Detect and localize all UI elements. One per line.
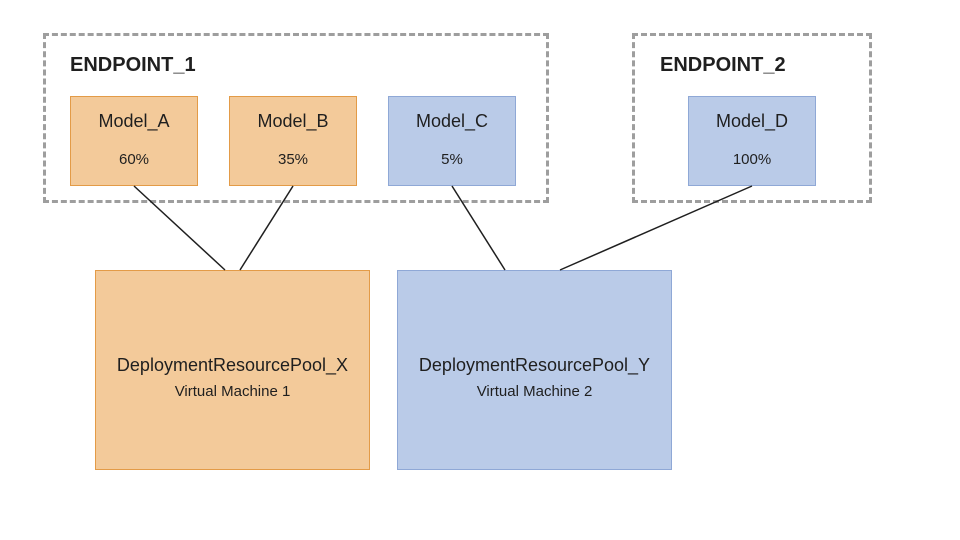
pool-x-sub: Virtual Machine 1 <box>96 383 369 400</box>
model-c-box: Model_C 5% <box>388 96 516 186</box>
model-d-box: Model_D 100% <box>688 96 816 186</box>
model-c-pct: 5% <box>389 151 515 168</box>
model-c-name: Model_C <box>389 111 515 132</box>
model-b-name: Model_B <box>230 111 356 132</box>
model-b-box: Model_B 35% <box>229 96 357 186</box>
endpoint-1-title: ENDPOINT_1 <box>70 54 196 77</box>
model-a-name: Model_A <box>71 111 197 132</box>
pool-x-title: DeploymentResourcePool_X <box>96 355 369 376</box>
model-a-pct: 60% <box>71 151 197 168</box>
model-a-box: Model_A 60% <box>70 96 198 186</box>
pool-y-box: DeploymentResourcePool_Y Virtual Machine… <box>397 270 672 470</box>
pool-x-box: DeploymentResourcePool_X Virtual Machine… <box>95 270 370 470</box>
model-d-name: Model_D <box>689 111 815 132</box>
pool-y-sub: Virtual Machine 2 <box>398 383 671 400</box>
model-d-pct: 100% <box>689 151 815 168</box>
model-b-pct: 35% <box>230 151 356 168</box>
endpoint-2-title: ENDPOINT_2 <box>660 54 786 77</box>
pool-y-title: DeploymentResourcePool_Y <box>398 355 671 376</box>
